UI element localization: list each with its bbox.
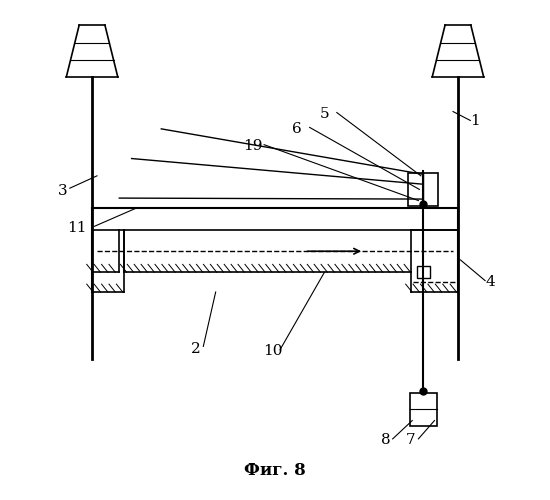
Text: 19: 19 bbox=[243, 139, 262, 153]
Text: 7: 7 bbox=[406, 434, 416, 448]
Text: 3: 3 bbox=[58, 184, 67, 198]
Text: 8: 8 bbox=[382, 434, 391, 448]
Text: 4: 4 bbox=[485, 275, 495, 289]
Text: 11: 11 bbox=[68, 221, 87, 235]
Bar bbox=[417, 266, 430, 278]
Bar bbox=[410, 394, 437, 426]
Text: 5: 5 bbox=[320, 107, 329, 121]
Text: 1: 1 bbox=[470, 114, 480, 128]
Text: 10: 10 bbox=[263, 344, 282, 358]
Text: 2: 2 bbox=[191, 342, 201, 356]
Text: Фиг. 8: Фиг. 8 bbox=[244, 462, 306, 478]
Text: 6: 6 bbox=[293, 122, 302, 136]
Bar bbox=[409, 174, 438, 206]
